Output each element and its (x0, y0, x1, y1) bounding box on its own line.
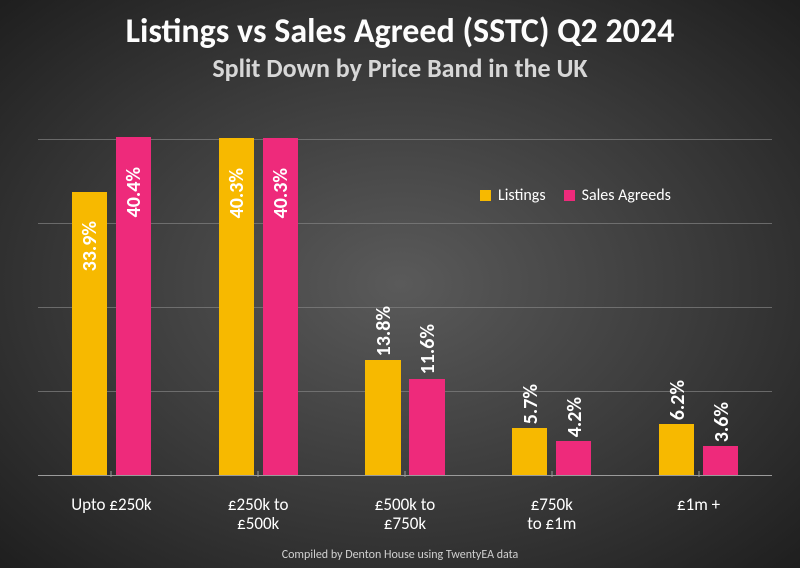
bar-sales-agreed (556, 441, 591, 476)
bar-sales-agreed (703, 446, 738, 476)
bar-listings (72, 192, 107, 476)
bar-group: 5.7% 4.2% (478, 132, 625, 476)
axis-tick (111, 471, 112, 477)
bar-groups: 33.9%40.4%40.3%40.3% 13.8% 11.6% 5.7% 4.2% 6.… (38, 132, 772, 476)
bar-value-label: 6.2% (666, 380, 690, 420)
bar-value-label: 13.8% (372, 306, 396, 356)
x-axis-category-label: £1m + (625, 495, 772, 534)
chart-title: Listings vs Sales Agreed (SSTC) Q2 2024 (0, 14, 800, 50)
bar-value-label: 3.6% (710, 402, 734, 442)
bar-value-label: 11.6% (416, 324, 440, 374)
chart-subtitle: Split Down by Price Band in the UK (0, 52, 800, 84)
bar-group: 13.8% 11.6% (332, 132, 479, 476)
x-axis-category-label: £750kto £1m (478, 495, 625, 534)
chart-root: Listings vs Sales Agreed (SSTC) Q2 2024 … (0, 0, 800, 568)
axis-tick (404, 471, 405, 477)
bar-group: 40.3%40.3% (185, 132, 332, 476)
x-axis-line (38, 475, 772, 476)
bar-group: 6.2% 3.6% (625, 132, 772, 476)
x-axis-category-label: Upto £250k (38, 495, 185, 534)
x-axis-labels: Upto £250k£250k to£500k£500k to£750k£750… (38, 495, 772, 534)
bar-listings (659, 424, 694, 476)
bar-sales-agreed (116, 137, 151, 476)
x-axis-category-label: £250k to£500k (185, 495, 332, 534)
attribution-text: Compiled by Denton House using TwentyEA … (0, 548, 800, 562)
bar-sales-agreed (263, 138, 298, 476)
bar-listings (365, 360, 400, 476)
bar-value-label: 5.7% (519, 384, 543, 424)
x-axis-category-label: £500k to£750k (332, 495, 479, 534)
axis-tick (551, 471, 552, 477)
bar-group: 33.9%40.4% (38, 132, 185, 476)
title-block: Listings vs Sales Agreed (SSTC) Q2 2024 … (0, 14, 800, 84)
bar-sales-agreed (409, 379, 444, 476)
bar-listings (512, 428, 547, 476)
plot-area: 33.9%40.4%40.3%40.3% 13.8% 11.6% 5.7% 4.2% 6.… (38, 132, 772, 476)
axis-tick (698, 471, 699, 477)
axis-tick (258, 471, 259, 477)
bar-value-label: 4.2% (563, 397, 587, 437)
bar-listings (219, 138, 254, 476)
